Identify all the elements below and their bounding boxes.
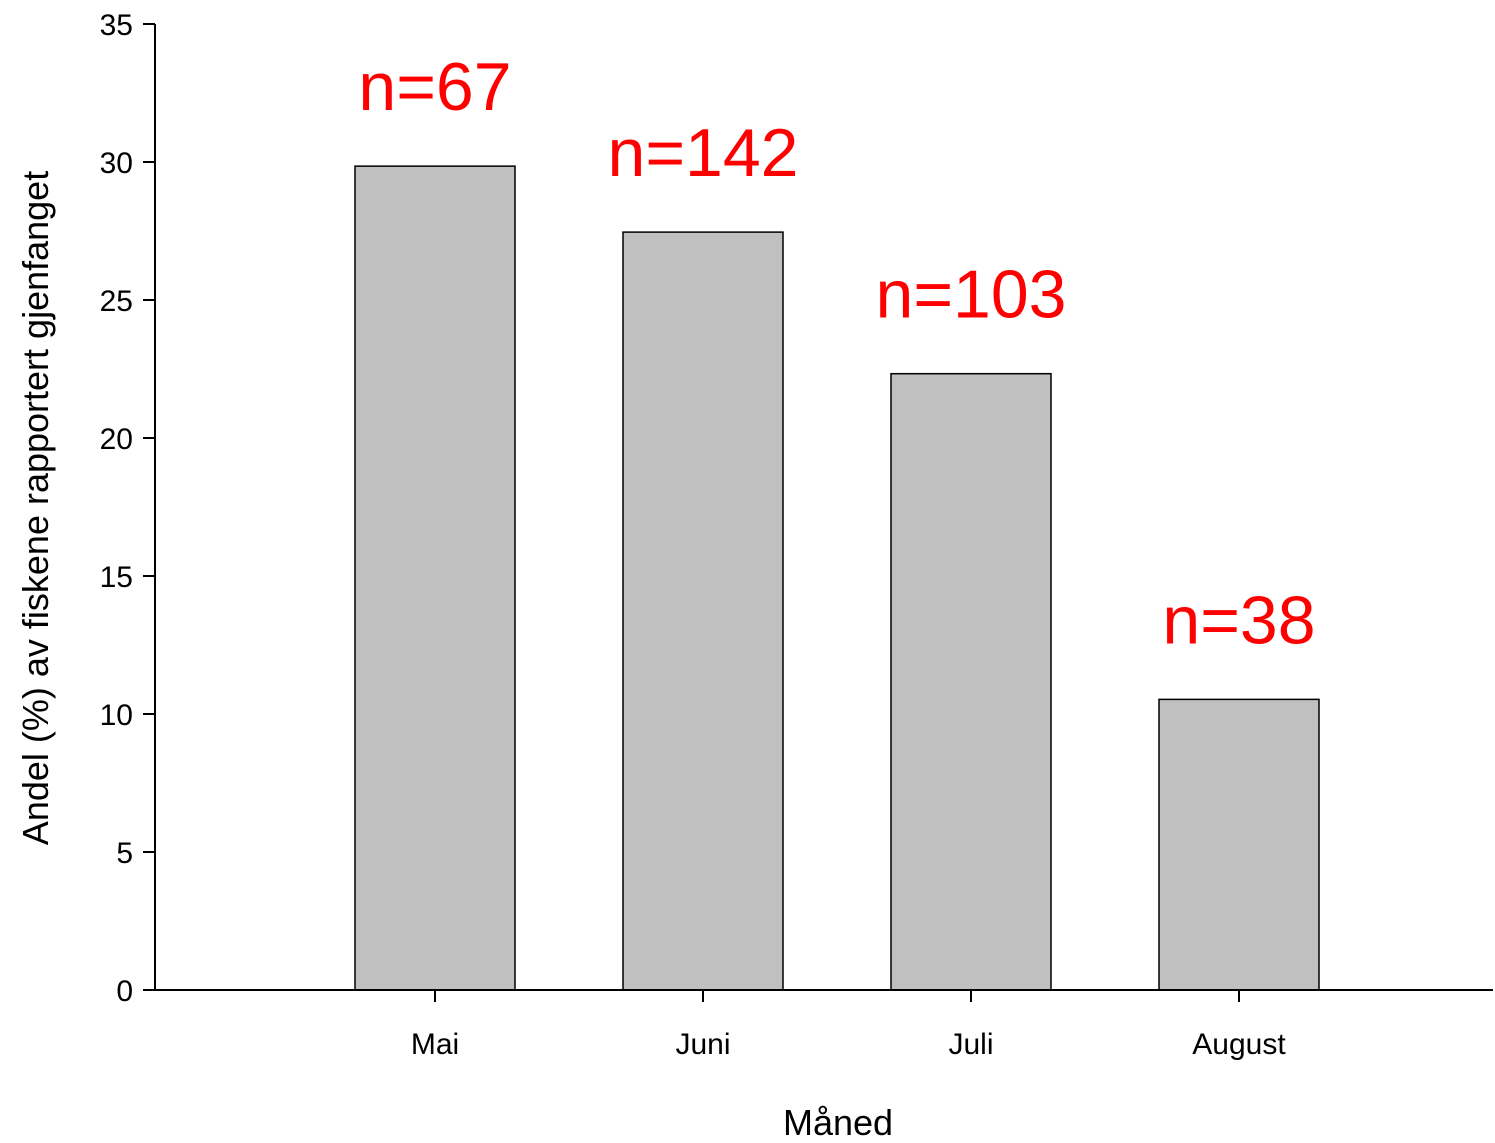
- bar-august: [1158, 698, 1320, 991]
- y-axis: 0 5 10 15 20 25 30 35: [100, 9, 156, 1008]
- y-tick-label: 0: [116, 975, 133, 1008]
- bar-annotation: n=103: [876, 257, 1067, 333]
- x-axis: Mai Juni Juli August: [155, 989, 1493, 1061]
- bar-annotations: n=67 n=142 n=103 n=38: [358, 49, 1315, 658]
- bar-juli: [890, 372, 1052, 991]
- bar-annotation: n=67: [358, 49, 511, 125]
- y-tick-label: 30: [100, 147, 133, 180]
- x-tick-label: Mai: [411, 1028, 459, 1061]
- bars: [354, 165, 1320, 991]
- bar-annotation: n=38: [1162, 582, 1315, 658]
- y-tick-label: 35: [100, 9, 133, 42]
- y-tick-label: 5: [116, 837, 133, 870]
- x-tick-label: Juli: [948, 1028, 993, 1061]
- y-tick-label: 20: [100, 423, 133, 456]
- x-axis-title: Måned: [783, 1102, 893, 1143]
- bar-mai: [354, 165, 516, 991]
- x-tick-label: August: [1192, 1028, 1286, 1061]
- y-axis-title: Andel (%) av fiskene rapportert gjenfang…: [15, 171, 56, 845]
- y-tick-label: 25: [100, 285, 133, 318]
- y-tick-label: 15: [100, 561, 133, 594]
- bar-juni: [622, 231, 784, 991]
- x-tick-label: Juni: [675, 1028, 730, 1061]
- y-tick-label: 10: [100, 699, 133, 732]
- bar-annotation: n=142: [608, 115, 799, 191]
